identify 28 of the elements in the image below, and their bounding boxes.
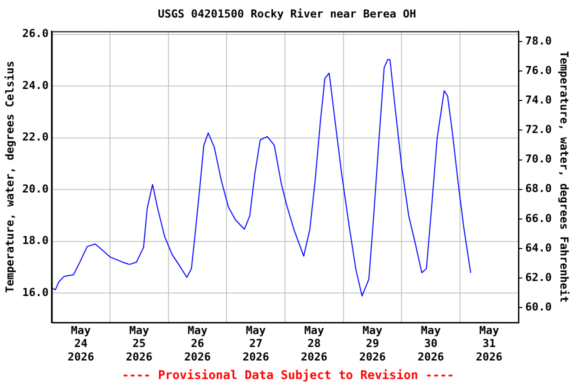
y-tick-label: 24.0 xyxy=(22,78,49,92)
x-tick-label: May 24 2026 xyxy=(68,324,94,364)
y2-tick-label: 72.0 xyxy=(525,123,552,136)
y-tick-label: 26.0 xyxy=(22,27,49,40)
y2-tick-label: 60.0 xyxy=(525,300,552,314)
x-tick-label: May 27 2026 xyxy=(242,324,270,364)
y-tick-label: 16.0 xyxy=(22,286,49,300)
y2-tick-label: 68.0 xyxy=(525,182,552,196)
y2-tick-label: 64.0 xyxy=(525,241,552,254)
y2-axis-title: Temperature, water, degrees Fahrenheit xyxy=(558,50,571,303)
y-tick-label: 22.0 xyxy=(22,130,49,144)
y-axis-title: Temperature, water, degrees Celsius xyxy=(3,60,16,293)
y-tick-label: 20.0 xyxy=(22,182,49,196)
x-tick-label: May 25 2026 xyxy=(126,324,153,364)
y2-tick-label: 66.0 xyxy=(525,212,552,225)
y2-tick-label: 74.0 xyxy=(525,94,552,107)
text: ---- Provisional Data Subject to Revision ---- xyxy=(122,368,454,382)
x-tick-label: May 26 2026 xyxy=(184,324,212,364)
y2-tick-label: 78.0 xyxy=(525,34,552,48)
y2-tick-label: 62.0 xyxy=(525,270,552,284)
x-tick-label: May 31 2026 xyxy=(476,324,503,364)
x-tick-label: May 29 2026 xyxy=(359,324,386,364)
y2-tick-label: 76.0 xyxy=(525,64,552,77)
x-tick-label: May 30 2026 xyxy=(418,324,444,364)
y-tick-label: 18.0 xyxy=(22,234,49,248)
x-tick-label: May 28 2026 xyxy=(300,324,328,364)
y2-tick-label: 70.0 xyxy=(525,152,552,166)
chart-title: USGS 04201500 Rocky River near Berea OH xyxy=(158,7,416,20)
